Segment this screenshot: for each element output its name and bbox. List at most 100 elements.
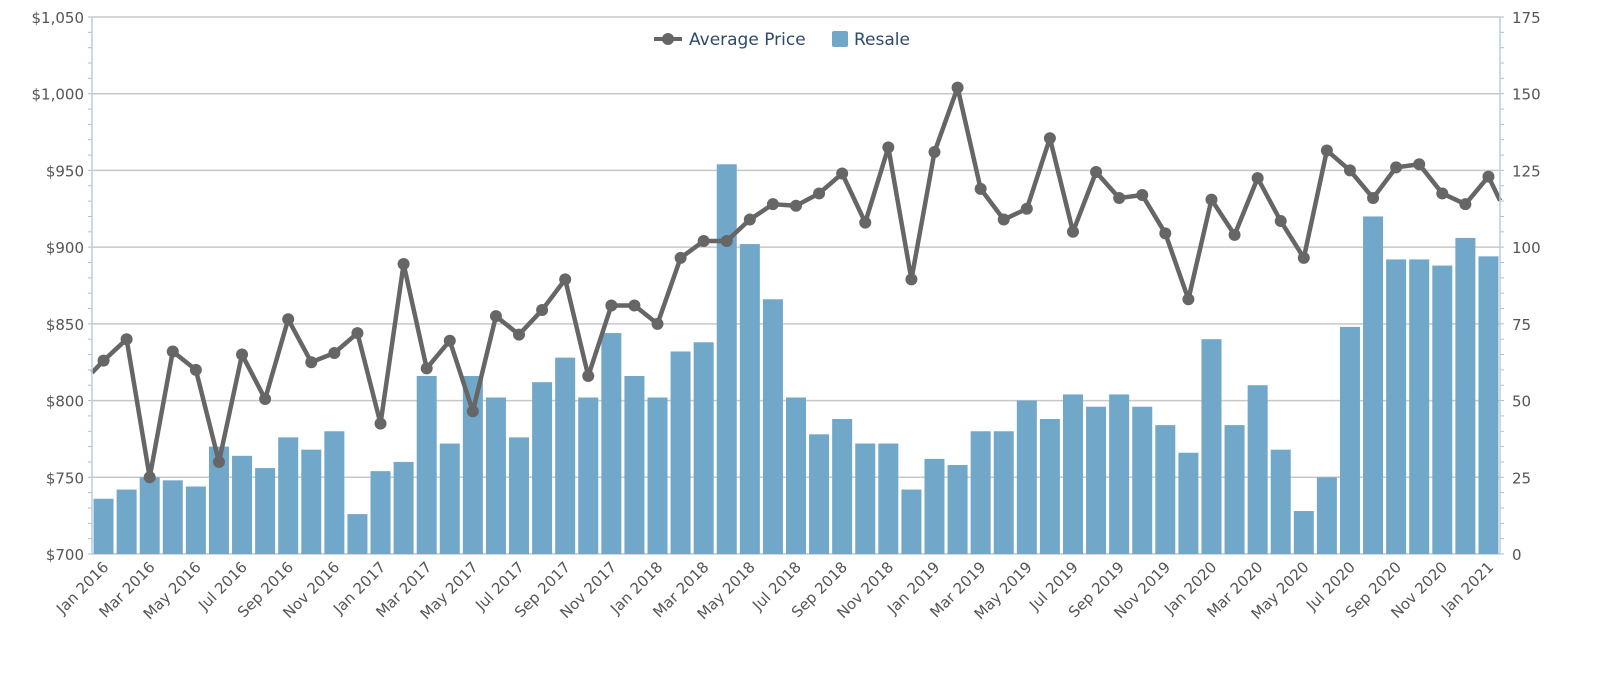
average-price-point [1228,228,1241,241]
resale-bar [301,449,322,554]
resale-bar [1224,425,1245,554]
resale-bar [947,465,968,554]
average-price-point [790,199,802,212]
average-price-point [1320,144,1333,157]
resale-bar [416,376,437,554]
average-price-point [536,304,549,317]
resale-bar [647,397,668,554]
resale-bar [1270,449,1291,554]
legend[interactable]: Average Price Resale [654,30,910,50]
resale-bar [1039,418,1060,554]
resale-bar [1363,216,1384,554]
y-right-tick-label: 25 [1512,469,1531,487]
average-price-point [1343,164,1356,177]
average-price-point [882,141,895,154]
legend-label-average-price: Average Price [689,30,806,50]
average-price-point [466,405,479,418]
resale-bar [1478,256,1499,554]
legend-label-resale: Resale [854,30,910,50]
y-right-tick-label: 150 [1512,86,1541,104]
resale-bar [786,397,806,554]
y-left-tick-label: $1,050 [32,9,85,27]
average-price-point [1274,215,1287,228]
average-price-point [582,370,595,383]
average-price-point [1459,198,1472,211]
resale-bar [993,431,1014,554]
resale-bar [347,514,368,554]
resale-bar [93,498,114,554]
resale-bar [1386,259,1407,554]
resale-bar [809,434,830,554]
resale-bar [855,443,876,554]
resale-bar [324,431,345,554]
resale-bar [1155,425,1176,554]
average-price-point [1136,188,1149,201]
resale-bar [208,446,229,554]
resale-bar [185,486,206,554]
resale-bar [1339,326,1360,554]
resale-bar [1132,406,1153,554]
resale-bar [1247,385,1268,554]
y-left-tick-label: $850 [46,316,84,334]
resale-bar [509,437,530,554]
average-price-point [189,363,202,376]
average-price-point [651,317,664,330]
average-price-point [1297,251,1310,264]
average-price-point [143,471,156,484]
resale-bar [716,164,737,554]
y-left-tick-label: $900 [46,239,84,257]
average-price-point [859,216,872,229]
average-price-point [166,345,179,358]
resale-bar [924,458,945,554]
resale-bar [116,489,137,554]
average-price-point [1159,227,1172,240]
resale-bar [624,376,645,554]
resale-bar [393,461,414,554]
resale-bar [555,357,576,554]
average-price-point [397,258,410,271]
resale-bar [1293,511,1314,554]
average-price-point [120,333,133,346]
average-price-point [605,299,618,312]
average-price-point [766,198,779,211]
average-price-point [1113,192,1126,205]
average-price-point [513,328,526,341]
average-price-point [420,362,433,375]
average-price-point [928,146,941,159]
resale-bar [670,351,691,554]
average-price-point [328,347,341,360]
legend-item-resale[interactable]: Resale [832,30,910,50]
resale-bar [1016,400,1037,554]
y-right-tick-label: 100 [1512,239,1541,257]
resale-bar [1432,265,1453,554]
average-price-point [1482,170,1495,183]
average-price-point [282,313,295,326]
y-right-tick-label: 125 [1512,162,1541,180]
resale-bar [762,299,783,554]
y-right-tick-label: 75 [1512,316,1531,334]
average-price-point [1090,165,1103,178]
average-price-point [1182,293,1195,306]
resale-bar [232,455,253,554]
resale-bar [1109,394,1130,554]
y-right-tick-label: 50 [1512,393,1531,411]
resale-bar [1062,394,1083,554]
resale-bar [1178,452,1199,554]
legend-item-average-price[interactable]: Average Price [654,30,806,50]
y-left-tick-label: $800 [46,393,84,411]
resale-bar [1316,477,1337,554]
average-price-point [1066,225,1079,238]
resale-bar [1455,237,1476,555]
average-price-point [813,187,826,200]
resale-bar [601,333,622,554]
average-price-point [697,235,710,248]
average-price-point [1043,132,1056,145]
average-price-point [997,213,1010,226]
average-price-point [559,273,572,286]
average-price-point [489,310,502,323]
legend-square-icon [832,31,848,47]
average-price-point [97,354,110,367]
y-right-tick-label: 0 [1512,546,1522,564]
legend-marker-icon [662,33,674,45]
